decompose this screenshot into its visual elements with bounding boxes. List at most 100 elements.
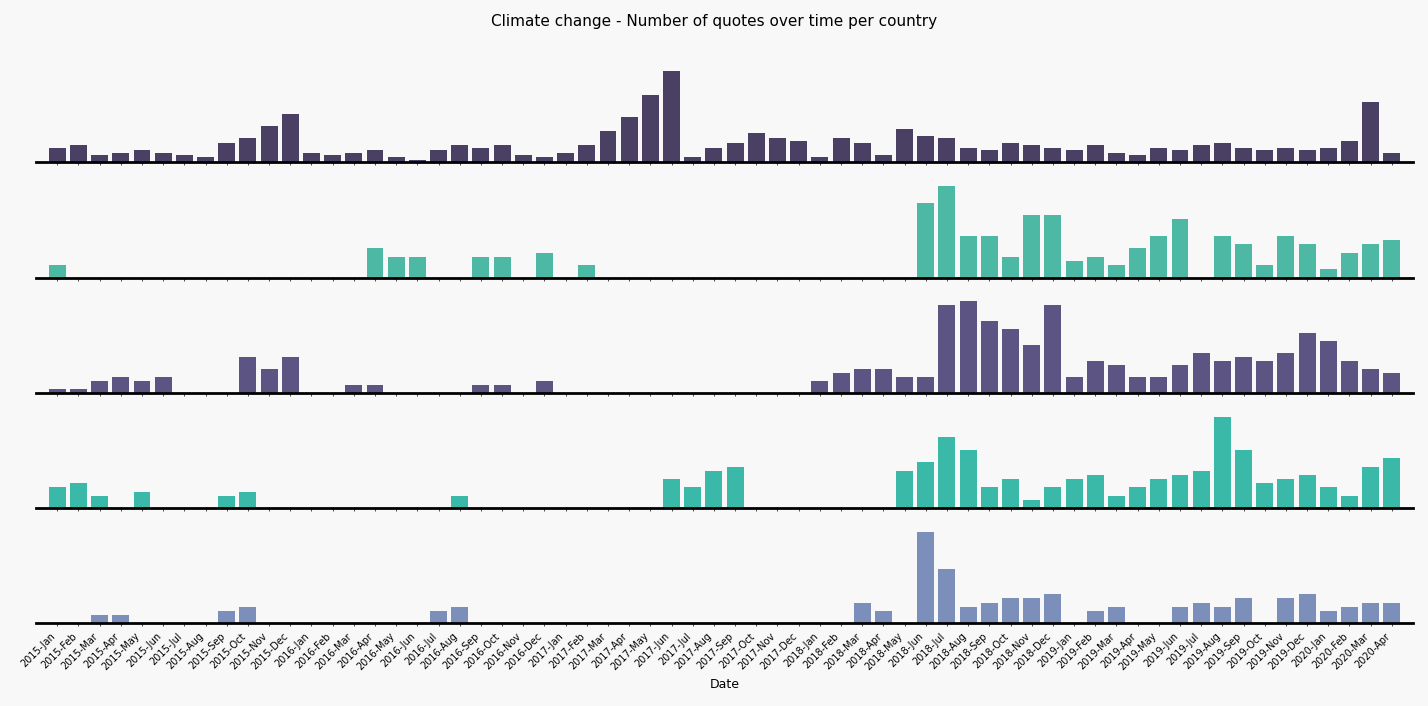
Bar — [1319, 341, 1337, 393]
Bar — [1192, 603, 1210, 623]
Bar — [1002, 257, 1020, 277]
Bar — [770, 138, 785, 162]
Bar — [1087, 361, 1104, 393]
Bar — [621, 116, 638, 162]
Bar — [938, 186, 955, 277]
Bar — [1384, 603, 1401, 623]
Bar — [1319, 611, 1337, 623]
Bar — [240, 606, 257, 623]
Bar — [1257, 483, 1274, 508]
Bar — [1341, 361, 1358, 393]
Bar — [917, 462, 934, 508]
Bar — [1341, 253, 1358, 277]
Bar — [1002, 143, 1020, 162]
Bar — [1065, 150, 1082, 162]
Bar — [1151, 479, 1167, 508]
Bar — [176, 155, 193, 162]
Bar — [536, 253, 553, 277]
Bar — [197, 157, 214, 162]
Bar — [430, 611, 447, 623]
Bar — [1278, 236, 1294, 277]
Bar — [1384, 152, 1401, 162]
Bar — [960, 301, 977, 393]
Bar — [70, 389, 87, 393]
Bar — [663, 479, 680, 508]
Bar — [1130, 249, 1147, 277]
Bar — [1192, 145, 1210, 162]
Bar — [1362, 369, 1379, 393]
Bar — [367, 385, 384, 393]
Bar — [154, 152, 171, 162]
Bar — [1065, 377, 1082, 393]
Bar — [1298, 594, 1315, 623]
Bar — [473, 385, 490, 393]
Bar — [1171, 606, 1188, 623]
Bar — [917, 377, 934, 393]
Bar — [1319, 269, 1337, 277]
Bar — [1235, 148, 1252, 162]
Bar — [1235, 450, 1252, 508]
Bar — [1362, 603, 1379, 623]
Bar — [854, 369, 871, 393]
Bar — [1024, 345, 1040, 393]
Bar — [1362, 467, 1379, 508]
Bar — [875, 369, 892, 393]
Bar — [938, 305, 955, 393]
Bar — [113, 152, 130, 162]
Bar — [960, 450, 977, 508]
Bar — [1130, 487, 1147, 508]
Bar — [1171, 365, 1188, 393]
Bar — [1341, 496, 1358, 508]
Bar — [70, 145, 87, 162]
Bar — [811, 381, 828, 393]
Bar — [1319, 148, 1337, 162]
Bar — [938, 438, 955, 508]
Bar — [938, 569, 955, 623]
Bar — [1171, 220, 1188, 277]
Bar — [960, 236, 977, 277]
Bar — [133, 150, 150, 162]
Bar — [281, 114, 298, 162]
Bar — [1044, 305, 1061, 393]
Bar — [600, 131, 617, 162]
Bar — [49, 265, 66, 277]
Bar — [1257, 361, 1274, 393]
Bar — [451, 145, 468, 162]
Bar — [133, 381, 150, 393]
Bar — [938, 138, 955, 162]
Bar — [49, 389, 66, 393]
Bar — [1108, 606, 1125, 623]
Bar — [430, 150, 447, 162]
Bar — [70, 483, 87, 508]
Bar — [854, 603, 871, 623]
Bar — [875, 611, 892, 623]
Bar — [897, 471, 912, 508]
Bar — [1298, 244, 1315, 277]
Bar — [1171, 475, 1188, 508]
Bar — [1384, 240, 1401, 277]
Bar — [833, 138, 850, 162]
Bar — [1278, 479, 1294, 508]
Bar — [408, 257, 426, 277]
Bar — [981, 150, 998, 162]
Bar — [981, 603, 998, 623]
Bar — [1319, 487, 1337, 508]
Bar — [1087, 145, 1104, 162]
Bar — [1044, 487, 1061, 508]
Bar — [790, 140, 807, 162]
Bar — [727, 467, 744, 508]
Bar — [451, 496, 468, 508]
Bar — [261, 126, 277, 162]
Bar — [1024, 599, 1040, 623]
Bar — [1130, 155, 1147, 162]
Bar — [536, 381, 553, 393]
Bar — [1214, 143, 1231, 162]
Bar — [1108, 265, 1125, 277]
Bar — [281, 357, 298, 393]
Bar — [240, 138, 257, 162]
Bar — [1065, 479, 1082, 508]
Bar — [1108, 152, 1125, 162]
Bar — [1362, 244, 1379, 277]
Bar — [1298, 333, 1315, 393]
Bar — [981, 321, 998, 393]
